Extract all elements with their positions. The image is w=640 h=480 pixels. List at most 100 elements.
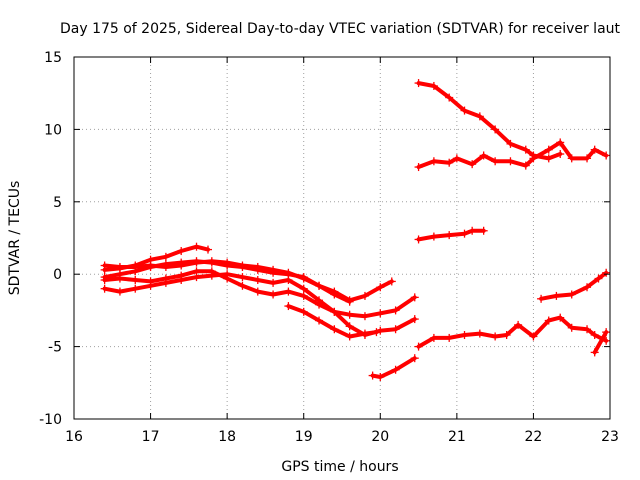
data-point	[544, 145, 553, 154]
data-point	[514, 320, 523, 329]
data-point	[414, 79, 423, 88]
data-point	[491, 332, 500, 341]
data-point	[602, 328, 611, 337]
data-point	[284, 287, 293, 296]
x-tick-label: 17	[142, 429, 160, 445]
data-point	[192, 267, 201, 276]
data-point	[506, 139, 515, 148]
data-point	[445, 231, 454, 240]
data-point	[284, 302, 293, 311]
series-trace	[592, 330, 609, 355]
data-point	[521, 145, 530, 154]
data-point	[445, 158, 454, 167]
x-axis-label: GPS time / hours	[281, 459, 398, 475]
series-s7	[368, 354, 419, 382]
data-point	[567, 154, 576, 163]
data-point	[299, 284, 308, 293]
data-point	[468, 226, 477, 235]
series-trace	[370, 356, 417, 379]
data-point	[583, 325, 592, 334]
data-point	[556, 150, 565, 159]
data-point	[521, 161, 530, 170]
data-point	[115, 262, 124, 271]
data-point	[368, 371, 377, 380]
y-tick-label: 10	[44, 122, 62, 138]
data-point	[192, 258, 201, 267]
series-s1	[100, 242, 212, 274]
data-point	[414, 342, 423, 351]
data-point	[429, 232, 438, 241]
data-point	[502, 331, 511, 340]
data-point	[269, 278, 278, 287]
series-s8	[414, 79, 565, 163]
data-point	[253, 287, 262, 296]
data-point	[552, 291, 561, 300]
x-tick-label: 22	[525, 429, 543, 445]
data-point	[192, 242, 201, 251]
data-point	[115, 287, 124, 296]
tick-layer: 16 17 18 19 20 21 22 23 15 10 5 0 -5 -10	[39, 50, 619, 445]
data-point	[161, 262, 170, 271]
data-point	[506, 157, 515, 166]
data-point	[238, 281, 247, 290]
data-point	[330, 325, 339, 334]
data-point	[299, 274, 308, 283]
data-point	[177, 261, 186, 270]
data-point	[345, 310, 354, 319]
data-point	[177, 247, 186, 256]
y-tick-label: 0	[53, 267, 62, 283]
data-point	[360, 329, 369, 338]
data-point	[161, 252, 170, 261]
series-s10	[414, 226, 488, 244]
data-point	[177, 271, 186, 280]
x-tick-label: 19	[295, 429, 313, 445]
data-point	[345, 332, 354, 341]
data-point	[583, 154, 592, 163]
data-point	[131, 275, 140, 284]
data-point	[602, 151, 611, 160]
series-s5	[100, 257, 354, 306]
data-point	[330, 290, 339, 299]
data-point	[204, 245, 212, 254]
data-point	[445, 333, 454, 342]
data-point	[429, 157, 438, 166]
data-point	[253, 262, 262, 271]
data-point	[376, 373, 385, 382]
x-tick-label: 18	[218, 429, 236, 445]
data-point	[100, 261, 109, 270]
series-s6	[284, 302, 381, 341]
chart-title: Day 175 of 2025, Sidereal Day-to-day VTE…	[60, 21, 621, 37]
data-point	[238, 273, 247, 282]
data-point	[556, 138, 565, 147]
data-point	[360, 312, 369, 321]
data-point	[299, 307, 308, 316]
data-point	[207, 257, 216, 266]
series-s4	[100, 267, 419, 321]
data-point	[345, 322, 354, 331]
data-point	[284, 275, 293, 284]
grid-layer	[74, 57, 610, 419]
data-point	[223, 258, 232, 267]
data-point	[460, 229, 469, 238]
y-axis-label: SDTVAR / TECUs	[7, 181, 23, 296]
x-tick-label: 23	[601, 429, 619, 445]
data-point	[460, 331, 469, 340]
data-point	[146, 277, 155, 286]
data-point	[429, 81, 438, 90]
data-point	[391, 365, 400, 374]
data-point	[468, 160, 477, 169]
data-point	[556, 313, 565, 322]
data-point	[414, 235, 423, 244]
data-point	[376, 309, 385, 318]
data-point	[529, 154, 538, 163]
data-point	[445, 93, 454, 102]
data-point	[372, 328, 381, 337]
data-point	[391, 306, 400, 315]
data-point	[594, 274, 603, 283]
y-tick-label: -5	[48, 340, 62, 356]
data-point	[583, 283, 592, 292]
x-tick-label: 16	[65, 429, 83, 445]
data-layer	[100, 79, 611, 382]
data-point	[330, 307, 339, 316]
data-point	[269, 290, 278, 299]
